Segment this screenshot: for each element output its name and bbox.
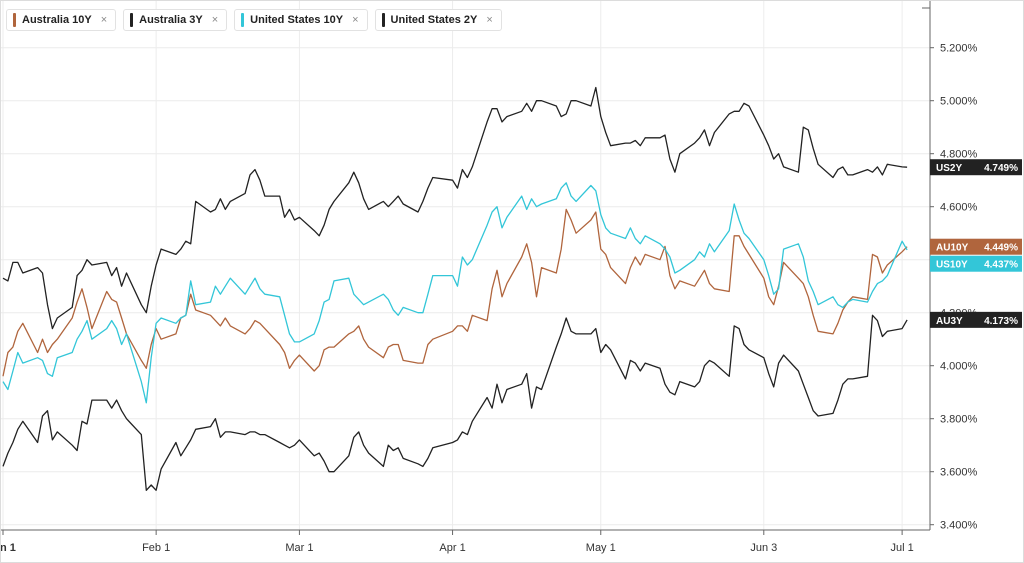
badge-background xyxy=(930,311,1022,328)
badge-background xyxy=(930,159,1022,176)
legend-chip-label: Australia 3Y xyxy=(139,14,203,26)
badge-code: US2Y xyxy=(936,163,962,174)
united-states-10y-swatch xyxy=(241,13,245,27)
badge-united-states-10y: US10Y 4.437% xyxy=(930,255,1022,272)
legend-chip-australia-10y[interactable]: Australia 10Y × xyxy=(6,9,117,31)
y-tick-label: 3.400% xyxy=(940,520,978,532)
x-tick-label: Feb 1 xyxy=(142,542,170,554)
y-tick-label: 3.800% xyxy=(940,414,978,426)
close-icon[interactable]: × xyxy=(486,14,493,26)
chart-series-lines xyxy=(2,86,908,491)
badge-background xyxy=(930,255,1022,272)
badge-background xyxy=(930,238,1022,255)
series-line-united-states-2y xyxy=(2,86,908,330)
last-value-badges: US2Y 4.749% AU10Y 4.449% US10Y 4.437% AU3Y 4.17… xyxy=(930,159,1022,328)
legend-chip-bar: Australia 10Y × Australia 3Y × United St… xyxy=(6,9,502,31)
series-line-united-states-10y xyxy=(2,182,908,404)
united-states-2y-swatch xyxy=(381,13,385,27)
australia-10y-swatch xyxy=(13,13,16,27)
close-icon[interactable]: × xyxy=(211,14,219,26)
y-tick-label: 4.800% xyxy=(940,149,978,161)
x-tick-label: May 1 xyxy=(586,542,616,554)
x-tick-label: Apr 1 xyxy=(439,542,465,554)
badge-value: 4.173% xyxy=(984,316,1018,327)
close-icon[interactable]: × xyxy=(352,14,359,26)
x-tick-label: n 1 xyxy=(0,542,16,554)
badge-value: 4.437% xyxy=(984,260,1018,271)
y-tick-label: 3.600% xyxy=(940,467,978,479)
series-line-australia-3y xyxy=(2,314,908,491)
badge-australia-10y: AU10Y 4.449% xyxy=(930,238,1022,255)
y-tick-label: 4.000% xyxy=(940,361,978,373)
x-tick-label: Jul 1 xyxy=(890,542,913,554)
x-tick-label: Jun 3 xyxy=(750,542,777,554)
y-tick-label: 4.600% xyxy=(940,202,978,214)
x-axis: n 1 Feb 1 Mar 1 Apr 1 May 1 Jun 3 Jul 1 xyxy=(0,529,930,554)
legend-chip-united-states-2y[interactable]: United States 2Y × xyxy=(374,9,502,31)
close-icon[interactable]: × xyxy=(100,14,108,26)
series-line-australia-10y xyxy=(2,208,908,377)
badge-code: US10Y xyxy=(936,260,968,271)
x-tick-label: Mar 1 xyxy=(285,542,313,554)
legend-chip-label: United States 10Y xyxy=(250,14,344,26)
legend-chip-label: United States 2Y xyxy=(390,14,478,26)
badge-value: 4.449% xyxy=(984,243,1018,254)
y-tick-label: 5.000% xyxy=(940,96,978,108)
legend-chip-label: Australia 10Y xyxy=(22,14,92,26)
legend-chip-australia-3y[interactable]: Australia 3Y × xyxy=(123,9,228,31)
australia-3y-swatch xyxy=(130,13,134,27)
chart-grid xyxy=(0,0,930,530)
badge-code: AU10Y xyxy=(936,243,969,254)
badge-united-states-2y: US2Y 4.749% xyxy=(930,159,1022,176)
badge-code: AU3Y xyxy=(936,316,963,327)
badge-australia-3y: AU3Y 4.173% xyxy=(930,311,1022,328)
y-tick-label: 5.200% xyxy=(940,43,978,55)
legend-chip-united-states-10y[interactable]: United States 10Y × xyxy=(234,9,368,31)
badge-value: 4.749% xyxy=(984,163,1018,174)
